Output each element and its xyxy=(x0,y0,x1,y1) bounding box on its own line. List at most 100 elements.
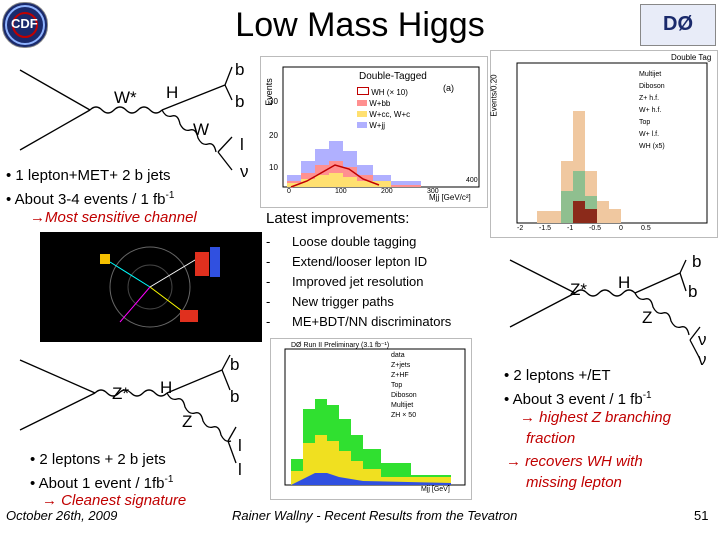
wh-bullet-2: • About 3-4 events / 1 fb-1 xyxy=(6,186,174,210)
cdf-plot-panel-tag: (a) xyxy=(443,83,454,93)
zh-feynman-diagram xyxy=(19,354,237,464)
cdf-xtick: 0 xyxy=(287,188,291,195)
z-star-propagator xyxy=(94,389,168,397)
wh-feynman-diagram xyxy=(19,66,233,171)
cdf-ytick: 10 xyxy=(269,163,278,172)
improvements-item: - New trigger paths xyxy=(266,294,394,309)
zh-bullet-2: • About 1 event / 1fb-1 xyxy=(30,470,173,494)
higgs-line xyxy=(161,84,226,111)
znn-label-nu1: ν xyxy=(698,330,707,349)
footer-date: October 26th, 2009 xyxy=(6,508,118,523)
zh-label-h: H xyxy=(160,378,173,397)
cdf-xtick: 200 xyxy=(381,188,393,195)
zh-legend-item: Z+HF xyxy=(391,372,409,379)
improvements-item: - ME+BDT/NN discriminators xyxy=(266,314,452,329)
zh-label-b1: b xyxy=(230,355,240,374)
wh-bullet-2-sup: -1 xyxy=(165,190,175,201)
wh-bullet-2-text: • About 3-4 events / 1 fb xyxy=(6,191,166,208)
zh-label-b2: b xyxy=(230,387,240,406)
wh-bullet-3: →Most sensitive channel xyxy=(30,209,197,226)
quark-line-top xyxy=(19,69,91,111)
d0-legend-item: W+ h.f. xyxy=(639,107,662,114)
zh-plot-xlabel: Mjj [GeV] xyxy=(421,486,450,493)
cdf-xtick: 400 xyxy=(466,177,478,184)
zh-legend-item: data xyxy=(391,352,405,359)
d0-xtick: -1.5 xyxy=(539,225,552,232)
improvements-list: - Loose double tagging - Extend/looser lep… xyxy=(266,232,451,332)
zh-legend-item: Diboson xyxy=(391,392,417,399)
cdf-legend-item: W+jj xyxy=(357,120,410,131)
znn-label-z-star: Z* xyxy=(570,280,587,299)
d0-logo: DØ xyxy=(640,4,716,46)
zh-label-l2: l xyxy=(238,460,242,479)
znn-label-nu2: ν xyxy=(698,350,707,369)
cdf-xtick: 300 xyxy=(427,188,439,195)
cdf-ytick: 20 xyxy=(269,131,278,140)
znn-label-z: Z xyxy=(642,308,653,327)
wh-label-w-star: W* xyxy=(114,88,137,107)
d0-plot-title: Double Tag xyxy=(671,53,712,62)
quark-line-bottom xyxy=(19,109,91,151)
znn-label-b1: b xyxy=(692,252,702,271)
w-boson-line xyxy=(161,109,217,153)
cdf-legend-item: W+bb xyxy=(357,98,410,109)
wh-label-h: H xyxy=(166,83,179,102)
zh-bullet-2-text: • About 1 event / 1fb xyxy=(30,475,165,492)
page-number: 51 xyxy=(694,508,709,523)
z-boson-line xyxy=(166,392,232,443)
cdf-logo-text: CDF xyxy=(11,16,38,31)
d0-legend-item: Diboson xyxy=(639,83,665,90)
w-star-propagator xyxy=(89,106,163,114)
cdf-xtick: 100 xyxy=(335,188,347,195)
d0-double-tag-plot: Double Tag Events/0.20 Multijet Diboson … xyxy=(490,50,718,238)
d0-legend-item: Z+ h.f. xyxy=(639,95,660,102)
znn-feynman-diagram xyxy=(509,259,701,360)
page-title: Low Mass Higgs xyxy=(235,6,485,44)
zh-plot-legend: data Z+jets Z+HF Top Diboson Multijet ZH… xyxy=(391,351,417,421)
zh-legend-item: Multijet xyxy=(391,402,414,409)
improvements-heading: Latest improvements: xyxy=(266,210,410,227)
znn-bullet-5: → recovers WH with xyxy=(506,453,643,470)
improvements-item: - Improved jet resolution xyxy=(266,274,424,289)
zh-legend-item: ZH × 50 xyxy=(391,412,417,419)
zh-plot-title: DØ Run II Preliminary (3.1 fb⁻¹) xyxy=(291,342,390,349)
znn-bullet-6: missing lepton xyxy=(526,474,622,491)
znn-bullet-2-sup: -1 xyxy=(642,390,652,401)
zh-legend-item: Top xyxy=(391,382,403,389)
d0-legend-item: Multijet xyxy=(639,71,662,78)
d0-plot-ylabel: Events/0.20 xyxy=(489,74,499,117)
zh-bullet-3: → Cleanest signature xyxy=(42,492,187,509)
cdf-plot-xlabel: Mjj [GeV/c²] xyxy=(429,193,471,202)
wh-label-nu: ν xyxy=(240,162,249,181)
zh-label-z-star: Z* xyxy=(112,384,129,403)
d0-plot-legend: Multijet Diboson Z+ h.f. W+ h.f. Top W+ … xyxy=(639,69,665,153)
cdf-logo-graphic xyxy=(5,5,45,45)
d0-xtick: 0.5 xyxy=(641,225,651,232)
znn-label-b2: b xyxy=(688,282,698,301)
cdf-plot-legend: WH (× 10) W+bb W+cc, W+c W+jj xyxy=(357,87,410,131)
improvements-item: - Loose double tagging xyxy=(266,234,417,249)
zh-label-l1: l xyxy=(238,436,242,455)
cdf-mjj-plot: Double-Tagged (a) WH (× 10) W+bb W+cc, W… xyxy=(260,56,488,208)
d0-xtick: -1 xyxy=(567,225,574,232)
d0-legend-item: W+ l.f. xyxy=(639,131,660,138)
znn-bullet-2-text: • About 3 event / 1 fb xyxy=(504,391,643,408)
zh-label-z: Z xyxy=(182,412,193,431)
footer-center: Rainer Wallny - Recent Results from the … xyxy=(232,508,518,523)
zh-legend-item: Z+jets xyxy=(391,362,411,369)
d0-xtick: -0.5 xyxy=(589,225,602,232)
znn-bullet-3: → highest Z branching xyxy=(520,409,671,426)
wh-label-b1: b xyxy=(235,60,245,79)
znn-label-h: H xyxy=(618,273,631,292)
cdf-plot-legend-title: Double-Tagged xyxy=(359,71,427,82)
improvements-item: - Extend/looser lepton ID xyxy=(266,254,428,269)
znn-bullet-4: fraction xyxy=(526,430,576,447)
d0-xtick: -2 xyxy=(517,225,524,232)
d0-logo-text: DØ xyxy=(663,13,693,35)
zh-bullet-1: • 2 leptons + 2 b jets xyxy=(30,451,166,468)
zh-bullet-2-sup: -1 xyxy=(164,474,174,485)
cdf-legend-item: W+cc, W+c xyxy=(357,109,410,120)
znn-bullet-1: • 2 leptons +/ET xyxy=(504,367,611,384)
wh-label-l: l xyxy=(240,135,244,154)
d0-legend-item: Top xyxy=(639,119,651,126)
